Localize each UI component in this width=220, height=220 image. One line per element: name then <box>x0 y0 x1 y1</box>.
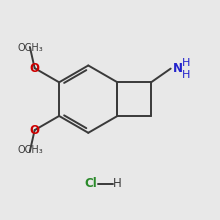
Text: H: H <box>182 70 190 80</box>
Text: OCH₃: OCH₃ <box>17 145 43 155</box>
Text: OCH₃: OCH₃ <box>17 43 43 53</box>
Text: Cl: Cl <box>84 177 97 190</box>
Text: O: O <box>30 124 40 137</box>
Text: O: O <box>30 62 40 75</box>
Text: H: H <box>113 177 121 190</box>
Text: H: H <box>182 57 190 68</box>
Text: N: N <box>173 62 183 75</box>
